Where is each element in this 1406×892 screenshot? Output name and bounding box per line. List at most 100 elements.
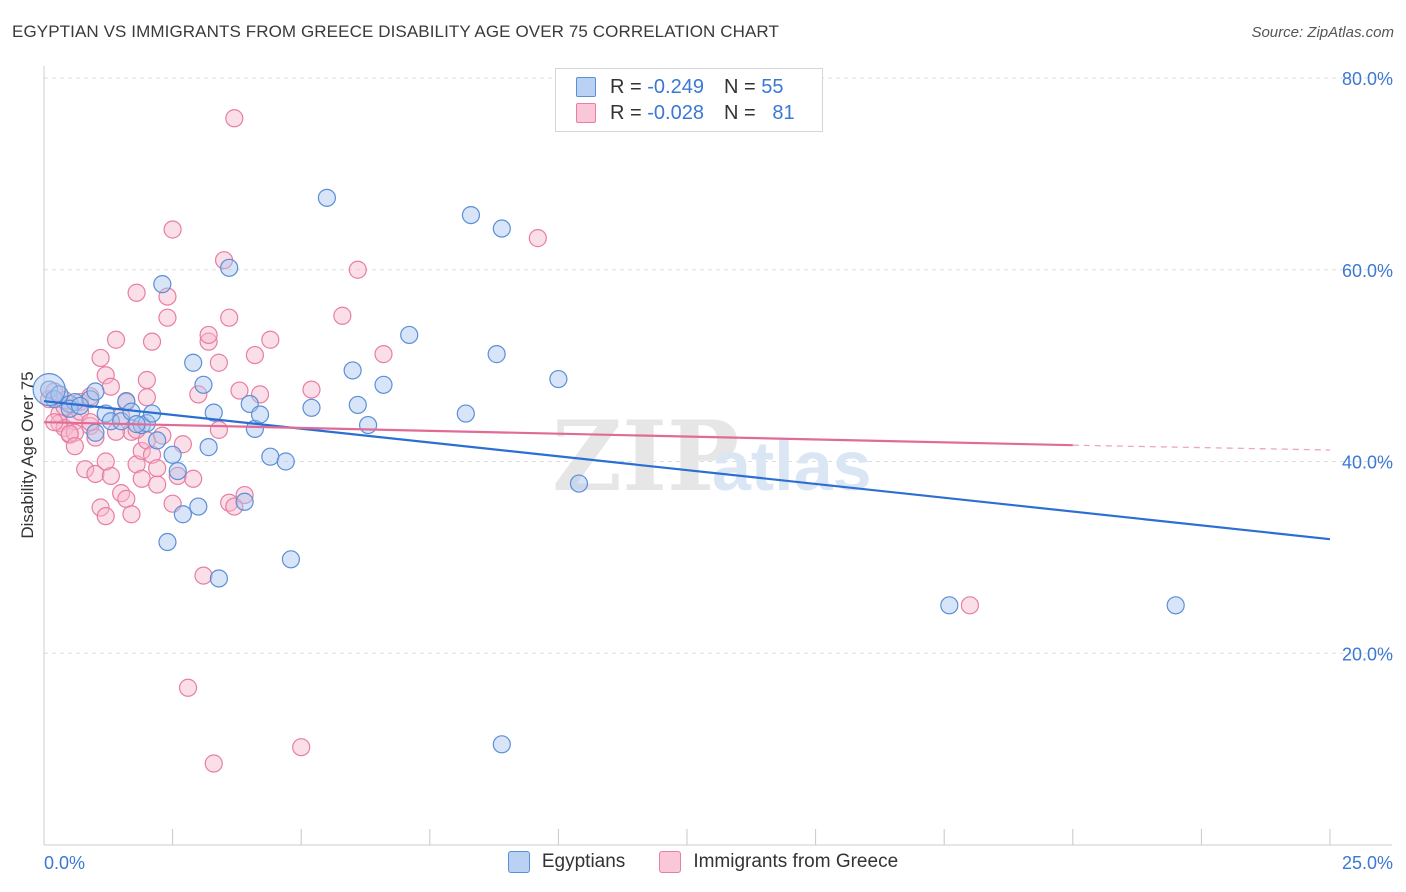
data-point-egyptians — [492, 735, 511, 754]
legend-label-greece: Immigrants from Greece — [693, 851, 899, 872]
data-point-greece — [142, 332, 162, 351]
data-point-egyptians — [235, 492, 254, 511]
legend-item-egyptians[interactable]: Egyptians — [507, 851, 626, 873]
data-point-greece — [101, 377, 120, 396]
data-point-egyptians — [281, 550, 301, 569]
data-point-egyptians — [348, 395, 367, 415]
data-point-greece — [65, 437, 84, 456]
legend-row-greece: R = -0.028 N = 81 — [576, 101, 795, 125]
data-point-greece — [184, 469, 203, 488]
legend-n-value: 81 — [772, 101, 795, 124]
data-point-egyptians-cluster — [32, 372, 66, 407]
data-point-greece — [209, 353, 228, 372]
trend-line-greece — [43, 421, 1073, 447]
data-point-greece — [132, 469, 151, 488]
data-point-greece — [96, 507, 115, 526]
data-point-greece — [96, 452, 115, 471]
data-point-egyptians — [153, 275, 172, 294]
chart-title: EGYPTIAN VS IMMIGRANTS FROM GREECE DISAB… — [12, 22, 779, 41]
data-point-egyptians — [40, 380, 59, 399]
data-point-greece — [178, 678, 198, 697]
data-point-egyptians — [492, 219, 511, 238]
data-point-egyptians — [569, 474, 589, 493]
data-point-greece — [91, 498, 110, 517]
chart-source: Source: ZipAtlas.com — [1251, 24, 1394, 41]
series-legend: Egyptians Immigrants from Greece — [0, 851, 1406, 873]
data-point-egyptians — [549, 369, 568, 389]
legend-row-egyptians: R = -0.249 N = 55 — [576, 75, 783, 99]
data-point-egyptians — [400, 325, 419, 345]
data-point-greece — [96, 366, 115, 385]
watermark-zip: ZIP — [552, 400, 739, 513]
tick-labels: 20.0% 40.0% 60.0% 80.0% 0.0% 25.0% — [44, 69, 1393, 873]
stats-legend: R = -0.249 N = 55 R = -0.028 N = 81 — [555, 68, 823, 132]
data-point-greece — [158, 308, 177, 327]
x-tick-label: 25.0% — [1342, 853, 1393, 873]
data-point-greece — [137, 370, 156, 390]
data-point-egyptians — [168, 461, 187, 481]
data-point-egyptians — [194, 375, 213, 394]
data-point-greece — [142, 445, 162, 464]
data-point-greece — [220, 308, 239, 327]
data-point-greece — [194, 566, 213, 585]
y-tick-label: 80.0% — [1342, 69, 1393, 89]
legend-label-egyptians: Egyptians — [541, 851, 626, 872]
data-point-egyptians — [209, 569, 228, 588]
data-point-greece — [528, 229, 547, 248]
data-point-greece — [168, 466, 187, 485]
data-point-egyptians — [358, 415, 378, 435]
legend-swatch-blue — [507, 851, 530, 873]
trend-line-extension-greece — [1072, 444, 1331, 451]
grid-lines — [44, 77, 1392, 654]
data-point-egyptians — [456, 404, 475, 423]
data-point-greece — [189, 385, 208, 404]
data-point-greece — [127, 283, 146, 302]
y-axis-label: Disability Age Over 75 — [18, 371, 37, 539]
legend-item-greece[interactable]: Immigrants from Greece — [659, 851, 898, 873]
data-point-egyptians — [101, 412, 120, 431]
data-point-greece — [127, 455, 146, 474]
data-point-greece — [76, 460, 95, 479]
legend-n-label: N = — [723, 75, 756, 98]
data-point-egyptians — [86, 423, 105, 442]
data-point-greece — [235, 485, 254, 505]
data-point-egyptians — [343, 361, 362, 380]
data-point-greece — [374, 345, 393, 364]
data-point-egyptians — [487, 345, 506, 364]
data-point-egyptians — [204, 403, 223, 422]
data-point-egyptians — [184, 353, 203, 372]
data-point-greece — [225, 109, 244, 128]
data-point-greece — [91, 348, 110, 368]
data-point-greece — [65, 423, 84, 442]
data-point-egyptians — [199, 438, 218, 457]
data-point-greece — [225, 497, 244, 516]
data-point-greece — [292, 738, 311, 757]
data-point-greece — [230, 381, 249, 400]
legend-r-label: R = — [610, 101, 642, 124]
data-point-greece — [245, 345, 265, 365]
data-point-greece — [261, 330, 280, 349]
data-point-egyptians — [220, 258, 239, 277]
data-point-egyptians — [261, 447, 280, 466]
y-tick-label: 60.0% — [1342, 261, 1393, 281]
data-point-greece — [132, 441, 151, 461]
data-point-egyptians — [374, 375, 393, 394]
data-point-greece — [348, 260, 367, 279]
data-point-egyptians — [1166, 596, 1185, 615]
data-point-greece — [122, 505, 141, 524]
data-point-greece — [137, 388, 156, 407]
data-point-egyptians — [158, 532, 177, 552]
y-tick-label: 20.0% — [1342, 644, 1393, 664]
legend-r-label: R = — [610, 75, 642, 98]
data-point-greece — [148, 459, 167, 478]
legend-n-value: 55 — [761, 75, 784, 98]
axes — [43, 66, 1392, 846]
data-point-egyptians — [317, 188, 337, 207]
data-point-greece — [333, 306, 352, 325]
data-point-egyptians — [173, 505, 192, 524]
data-point-egyptians — [940, 596, 959, 615]
data-point-greece — [101, 466, 120, 485]
data-point-greece — [960, 596, 980, 615]
